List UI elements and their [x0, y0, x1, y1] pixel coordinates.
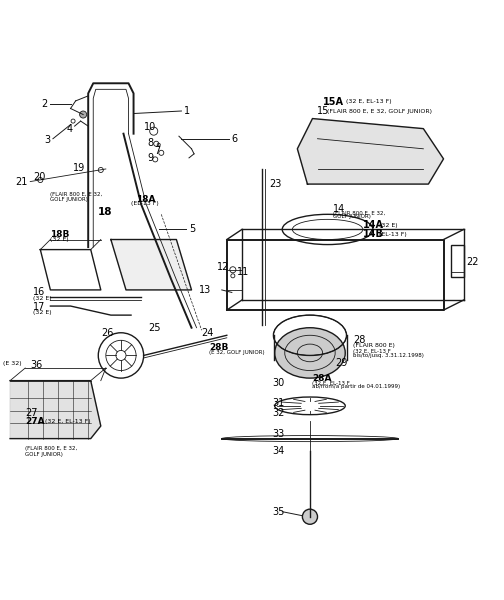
- Circle shape: [80, 111, 87, 118]
- Text: 16: 16: [33, 287, 45, 297]
- Text: 31: 31: [272, 398, 284, 409]
- Text: 14B: 14B: [363, 229, 384, 239]
- Text: (FLAIR 800 E): (FLAIR 800 E): [353, 343, 395, 348]
- Text: 5: 5: [189, 224, 195, 235]
- Text: (E 32, GOLF JUNIOR): (E 32, GOLF JUNIOR): [209, 350, 265, 355]
- Text: 2: 2: [42, 100, 48, 109]
- Text: (EL-13 F): (EL-13 F): [131, 201, 159, 206]
- Text: 19: 19: [73, 163, 85, 173]
- Text: 29: 29: [335, 358, 348, 368]
- Text: 17: 17: [33, 302, 45, 312]
- Text: GOLF JUNIOR): GOLF JUNIOR): [333, 214, 370, 220]
- Text: 10: 10: [144, 122, 156, 132]
- Text: 35: 35: [272, 506, 285, 517]
- Text: 18B: 18B: [50, 230, 70, 239]
- Text: 15: 15: [317, 106, 329, 116]
- Text: (32 E): (32 E): [50, 237, 69, 242]
- Polygon shape: [111, 239, 192, 290]
- Text: (32 E): (32 E): [379, 223, 398, 228]
- Text: (EL-13 F): (EL-13 F): [379, 232, 407, 237]
- Text: 27A: 27A: [25, 418, 45, 427]
- Text: 21: 21: [15, 176, 28, 187]
- Text: (E 32): (E 32): [3, 361, 21, 365]
- Text: bis/to/jusq. 3.31.12.1998): bis/to/jusq. 3.31.12.1998): [353, 353, 424, 358]
- Text: 18A: 18A: [136, 194, 156, 204]
- Text: 14A: 14A: [363, 220, 384, 230]
- Text: 15A: 15A: [323, 97, 344, 107]
- Text: 1: 1: [184, 106, 190, 116]
- Text: 6: 6: [232, 134, 238, 144]
- Text: 11: 11: [237, 267, 249, 277]
- Text: 13: 13: [200, 285, 212, 295]
- Text: GOLF JUNIOR): GOLF JUNIOR): [50, 197, 88, 202]
- Text: 28: 28: [353, 335, 365, 346]
- Text: (FLAIR 800 E, E 32, GOLF JUNIOR): (FLAIR 800 E, E 32, GOLF JUNIOR): [327, 109, 431, 113]
- Text: (32 E, EL-13 F: (32 E, EL-13 F: [353, 349, 391, 354]
- Text: 9: 9: [147, 153, 153, 163]
- Text: (32 E, EL-13 F): (32 E, EL-13 F): [45, 419, 91, 424]
- Polygon shape: [297, 119, 444, 184]
- Text: (32 E, EL-13 F): (32 E, EL-13 F): [346, 99, 392, 104]
- Text: 12: 12: [217, 262, 229, 272]
- Text: 27: 27: [25, 409, 38, 418]
- Bar: [451, 245, 464, 277]
- Text: 34: 34: [272, 446, 284, 456]
- Text: (FLAIR 800 E, E 32,: (FLAIR 800 E, E 32,: [50, 191, 103, 197]
- Text: 24: 24: [202, 328, 214, 338]
- Text: 14: 14: [333, 204, 345, 214]
- Text: 33: 33: [272, 428, 284, 439]
- Text: 25: 25: [149, 323, 161, 333]
- Text: 32: 32: [272, 409, 285, 418]
- Text: 36: 36: [30, 359, 42, 370]
- Text: (FLAIR 800 E, E 32,: (FLAIR 800 E, E 32,: [333, 211, 385, 216]
- Text: 23: 23: [270, 179, 282, 189]
- Text: 8: 8: [147, 138, 153, 148]
- Text: (32 E): (32 E): [33, 296, 51, 301]
- Circle shape: [302, 509, 318, 524]
- Text: 28B: 28B: [209, 343, 228, 352]
- Text: (FLAIR 800 E, E 32,
GOLF JUNIOR): (FLAIR 800 E, E 32, GOLF JUNIOR): [25, 446, 78, 457]
- Text: 22: 22: [466, 257, 479, 267]
- Text: 7: 7: [154, 146, 160, 157]
- Text: 3: 3: [44, 135, 50, 145]
- Text: ab/from/a partir de 04.01.1999): ab/from/a partir de 04.01.1999): [312, 384, 401, 389]
- Text: 26: 26: [101, 328, 113, 338]
- Text: 30: 30: [272, 378, 284, 388]
- Text: 20: 20: [33, 172, 45, 182]
- Text: (32 E, EL-13 F: (32 E, EL-13 F: [312, 380, 350, 386]
- Ellipse shape: [275, 328, 345, 378]
- Text: 4: 4: [67, 124, 73, 134]
- Polygon shape: [10, 380, 101, 439]
- Text: (32 E): (32 E): [33, 310, 51, 314]
- Text: 28A: 28A: [312, 374, 332, 383]
- Text: 18: 18: [98, 207, 113, 217]
